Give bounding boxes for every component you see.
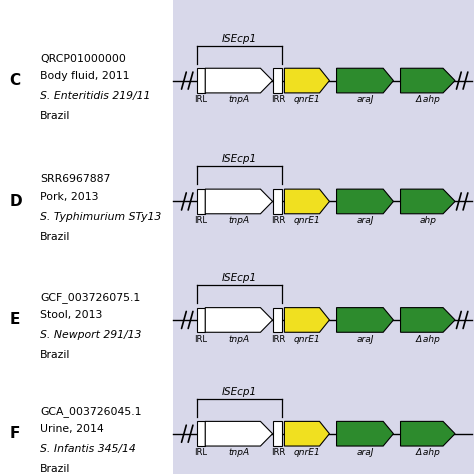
Text: Brazil: Brazil [40,232,71,242]
Polygon shape [284,68,329,93]
Polygon shape [197,421,205,446]
Text: Brazil: Brazil [40,350,71,360]
Polygon shape [273,189,282,214]
Text: Urine, 2014: Urine, 2014 [40,424,104,434]
Text: qnrE1: qnrE1 [293,335,320,344]
Polygon shape [401,68,455,93]
Text: qnrE1: qnrE1 [293,448,320,457]
Polygon shape [205,421,273,446]
Polygon shape [337,308,393,332]
Text: Δ ahp: Δ ahp [415,335,440,344]
Text: IRL: IRL [194,448,208,457]
Text: Body fluid, 2011: Body fluid, 2011 [40,71,130,81]
Text: E: E [9,312,20,328]
Text: IRR: IRR [271,335,285,344]
Text: S. Typhimurium STy13: S. Typhimurium STy13 [40,212,162,222]
Text: qnrE1: qnrE1 [293,216,320,225]
Polygon shape [273,421,282,446]
Polygon shape [337,189,393,214]
Text: Δ ahp: Δ ahp [415,95,440,104]
Polygon shape [273,308,282,332]
Text: D: D [9,194,22,209]
Text: araJ: araJ [356,335,374,344]
Text: S. Enteritidis 219/11: S. Enteritidis 219/11 [40,91,151,101]
Polygon shape [337,421,393,446]
Text: Δ ahp: Δ ahp [415,448,440,457]
Text: F: F [9,426,20,441]
Text: tnpA: tnpA [228,335,249,344]
Text: GCA_003726045.1: GCA_003726045.1 [40,406,142,417]
Polygon shape [401,421,455,446]
Text: Brazil: Brazil [40,111,71,121]
Text: QRCP01000000: QRCP01000000 [40,54,126,64]
Text: ISEcp1: ISEcp1 [222,273,257,283]
Text: tnpA: tnpA [228,216,249,225]
Polygon shape [284,421,329,446]
Text: ISEcp1: ISEcp1 [222,34,257,44]
Text: Stool, 2013: Stool, 2013 [40,310,103,320]
Polygon shape [284,189,329,214]
Polygon shape [197,308,205,332]
Polygon shape [273,68,282,93]
Text: IRR: IRR [271,216,285,225]
Text: qnrE1: qnrE1 [293,95,320,104]
Text: C: C [9,73,20,88]
Text: SRR6967887: SRR6967887 [40,174,110,184]
Text: araJ: araJ [356,95,374,104]
Polygon shape [197,68,205,93]
Text: S. Infantis 345/14: S. Infantis 345/14 [40,444,136,454]
Text: ISEcp1: ISEcp1 [222,155,257,164]
Text: IRR: IRR [271,95,285,104]
Text: S. Newport 291/13: S. Newport 291/13 [40,330,142,340]
Text: Pork, 2013: Pork, 2013 [40,192,99,202]
Text: GCF_003726075.1: GCF_003726075.1 [40,292,140,303]
Polygon shape [197,189,205,214]
Polygon shape [401,189,455,214]
Polygon shape [284,308,329,332]
Text: IRL: IRL [194,335,208,344]
Polygon shape [205,68,273,93]
Text: tnpA: tnpA [228,95,249,104]
Text: ahp: ahp [419,216,436,225]
Text: Brazil: Brazil [40,464,71,474]
Polygon shape [205,189,273,214]
Text: tnpA: tnpA [228,448,249,457]
Text: ISEcp1: ISEcp1 [222,387,257,397]
Polygon shape [205,308,273,332]
Text: IRR: IRR [271,448,285,457]
Text: araJ: araJ [356,448,374,457]
Bar [173,0,474,474]
Text: araJ: araJ [356,216,374,225]
Text: IRL: IRL [194,216,208,225]
Text: IRL: IRL [194,95,208,104]
Polygon shape [401,308,455,332]
Polygon shape [337,68,393,93]
